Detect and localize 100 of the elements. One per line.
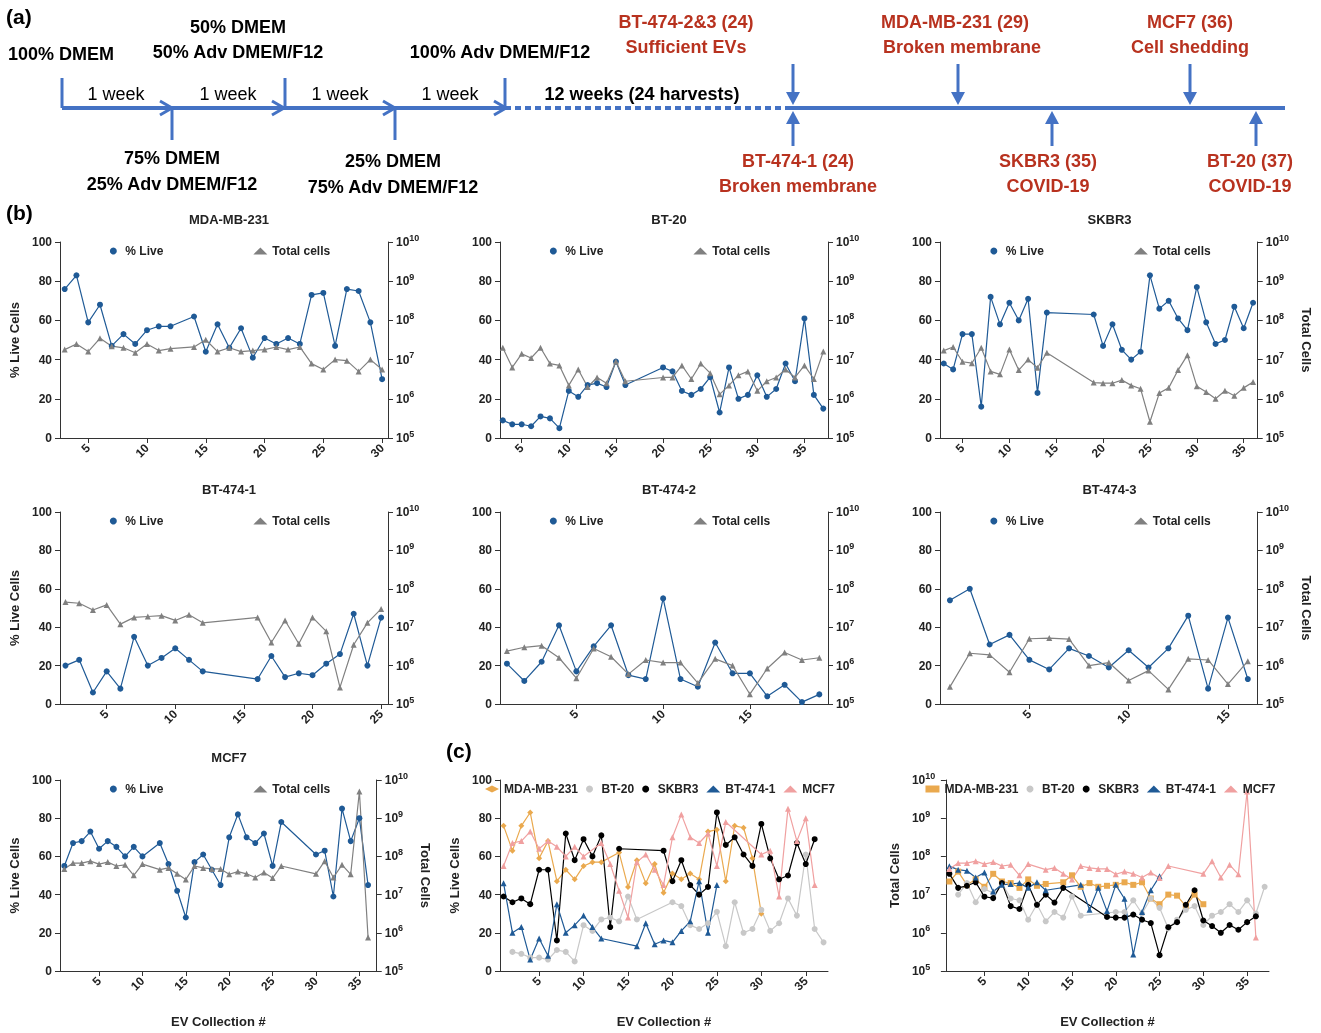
y-tick-label: 20 <box>38 658 53 673</box>
x-tick-label: 15 <box>171 973 192 994</box>
y-tick-label: 100 <box>31 773 53 787</box>
y-tick-label: 40 <box>478 620 493 635</box>
text: Cell shedding <box>1130 37 1250 57</box>
y-tick-label: 80 <box>478 811 493 826</box>
y-tick-label: 60 <box>38 313 53 328</box>
y-tick-label: 60 <box>918 581 933 596</box>
x-tick-label: 15 <box>601 440 622 461</box>
text: 25% Adv DMEM/F12 <box>86 174 258 194</box>
x-axis-title: EV Collection # <box>171 1014 267 1029</box>
y-tick-label: 40 <box>38 620 53 635</box>
text: Broken membrane <box>882 37 1042 57</box>
y-tick-label: 60 <box>38 849 53 864</box>
x-tick-label: 30 <box>742 440 763 461</box>
x-tick-label: 15 <box>613 973 634 994</box>
x-tick-label: 30 <box>746 973 767 994</box>
x-tick-label: 20 <box>1088 440 1109 461</box>
x-tick-label: 15 <box>735 706 756 727</box>
y-tick-label: 100 <box>911 235 933 249</box>
text: 75% Adv DMEM/F12 <box>307 177 479 197</box>
x-tick-label: 20 <box>658 973 678 994</box>
y2-axis-title: Total Cells <box>418 843 433 908</box>
text: (b) <box>6 201 33 224</box>
x-tick-label: 25 <box>1145 973 1165 994</box>
x-tick-label: 30 <box>367 440 388 461</box>
legend-label: Total cells <box>272 782 331 796</box>
text: 1 week <box>199 84 258 104</box>
text: BT-20 (37) <box>1206 151 1294 171</box>
legend-label: MCF7 <box>1242 782 1276 796</box>
y-axis-title: % Live Cells <box>7 302 23 378</box>
x-tick-label: 20 <box>648 440 669 461</box>
text: (c) <box>446 739 472 762</box>
y-tick-label: 60 <box>918 313 933 328</box>
y-tick-label: 20 <box>38 391 53 406</box>
legend-label: SKBR3 <box>657 782 699 796</box>
x-axis-title: EV Collection # <box>616 1014 713 1029</box>
y-tick-label: 20 <box>478 658 493 673</box>
y2-axis-title: Total Cells <box>1299 307 1314 373</box>
y-tick-label: 100 <box>911 505 933 519</box>
chart-title: SKBR3 <box>1087 212 1132 227</box>
legend-label: BT-20 <box>1041 782 1075 796</box>
x-tick-label: 15 <box>1057 973 1078 994</box>
text: MCF7 (36) <box>1146 12 1234 32</box>
x-tick-label: 5 <box>566 706 582 722</box>
chart-title: MDA-MB-231 <box>188 212 270 227</box>
legend-label: Total cells <box>1152 244 1211 258</box>
y-tick-label: 0 <box>925 431 933 445</box>
text: SKBR3 (35) <box>998 151 1098 171</box>
x-tick-label: 25 <box>366 706 387 727</box>
y-tick-label: 100 <box>471 773 493 787</box>
text: Sufficient EVs <box>625 37 747 57</box>
text: 75% DMEM <box>123 148 221 168</box>
legend-label: MDA-MB-231 <box>503 782 579 796</box>
x-tick-label: 10 <box>1013 973 1034 994</box>
y-tick-label: 0 <box>45 697 53 711</box>
y-tick-label: 60 <box>478 313 493 328</box>
y-tick-label: 0 <box>485 964 493 978</box>
text: 1 week <box>421 84 480 104</box>
x-tick-label: 15 <box>1213 706 1234 727</box>
x-tick-label: 20 <box>250 440 270 461</box>
chart-title: BT-474-2 <box>641 482 697 497</box>
y-tick-label: 40 <box>38 887 53 902</box>
x-tick-label: 25 <box>308 440 329 461</box>
x-tick-label: 20 <box>214 973 235 994</box>
y-tick-label: 80 <box>918 543 933 558</box>
x-axis-title: EV Collection # <box>1060 1014 1156 1029</box>
legend-label: SKBR3 <box>1098 782 1140 796</box>
chart-title: BT-20 <box>651 212 687 227</box>
legend-label: BT-474-1 <box>1165 782 1217 796</box>
x-tick-label: 30 <box>1188 973 1209 994</box>
x-tick-label: 30 <box>301 973 322 994</box>
legend-label: % Live <box>125 514 164 528</box>
legend-label: % Live <box>125 782 164 796</box>
x-tick-label: 15 <box>191 440 211 461</box>
x-tick-label: 35 <box>1229 440 1249 461</box>
legend-label: MCF7 <box>802 782 836 796</box>
y-tick-label: 80 <box>38 811 53 826</box>
y-axis-title: Total Cells <box>887 843 902 908</box>
y-axis-title: % Live Cells <box>447 837 463 914</box>
y2-axis-title: Total Cells <box>1299 575 1314 641</box>
text: 50% Adv DMEM/F12 <box>152 42 324 62</box>
x-tick-label: 25 <box>702 973 723 994</box>
y-tick-label: 40 <box>918 620 933 635</box>
y-tick-label: 20 <box>478 391 493 406</box>
x-tick-label: 20 <box>1101 973 1121 994</box>
legend-label: Total cells <box>272 514 331 528</box>
legend-label: % Live <box>1005 244 1045 258</box>
x-tick-label: 35 <box>791 973 811 994</box>
x-tick-label: 5 <box>78 440 94 456</box>
x-tick-label: 25 <box>695 440 716 461</box>
y-axis-title: % Live Cells <box>7 837 23 914</box>
x-tick-label: 15 <box>1041 440 1062 461</box>
text: 50% DMEM <box>189 17 287 37</box>
text: 1 week <box>311 84 370 104</box>
text: MDA-MB-231 (29) <box>880 12 1030 32</box>
x-tick-label: 30 <box>1182 440 1202 461</box>
y-tick-label: 80 <box>918 274 933 289</box>
y-tick-label: 0 <box>485 697 493 711</box>
x-tick-label: 25 <box>1135 440 1156 461</box>
